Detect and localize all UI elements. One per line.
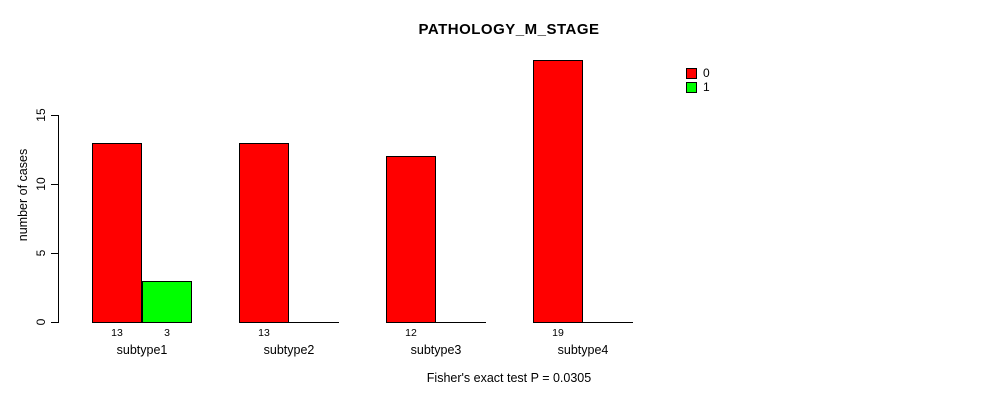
bar-value-label: 3: [164, 327, 170, 339]
zero-height-bar-subtype4-group1: [583, 322, 633, 323]
zero-height-bar-subtype2-group1: [289, 322, 339, 323]
category-label-subtype3: subtype3: [410, 343, 462, 357]
chart-title: PATHOLOGY_M_STAGE: [418, 21, 600, 38]
bar-value-label: 13: [258, 327, 270, 339]
y-tick-label: 0: [34, 318, 48, 326]
bar-subtype4-group0: [533, 59, 583, 323]
category-label-subtype2: subtype2: [263, 343, 315, 357]
fisher-test-annotation: Fisher's exact test P = 0.0305: [426, 371, 592, 385]
y-tick-mark: [51, 115, 58, 116]
bar-value-label: 19: [552, 327, 564, 339]
y-tick-label: 5: [34, 249, 48, 257]
legend-swatch-icon: [686, 81, 697, 93]
bar-value-label: 12: [405, 327, 417, 339]
legend-label: 1: [703, 79, 710, 94]
legend-item-0: 0: [686, 66, 710, 80]
y-tick-mark: [51, 322, 58, 323]
y-tick-mark: [51, 184, 58, 185]
y-tick-label: 10: [34, 177, 48, 191]
bar-subtype3-group0: [386, 156, 436, 323]
y-axis-label: number of cases: [16, 148, 30, 242]
bar-subtype2-group0: [239, 142, 289, 323]
y-tick-mark: [51, 253, 58, 254]
bar-subtype1-group1: [142, 280, 192, 323]
zero-height-bar-subtype3-group1: [436, 322, 486, 323]
legend-item-1: 1: [686, 80, 710, 94]
legend-swatch-icon: [686, 67, 697, 79]
category-label-subtype4: subtype4: [557, 343, 609, 357]
legend-label: 0: [703, 65, 710, 80]
bar-subtype1-group0: [92, 142, 142, 323]
y-axis-line: [58, 115, 59, 323]
bar-value-label: 13: [111, 327, 123, 339]
y-tick-label: 15: [34, 108, 48, 122]
category-label-subtype1: subtype1: [116, 343, 168, 357]
